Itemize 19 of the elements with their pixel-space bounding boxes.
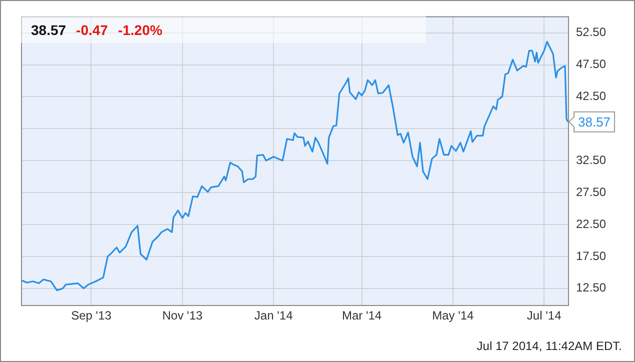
- y-tick-label: 22.50: [576, 216, 606, 231]
- x-tick-label: Sep '13: [71, 308, 112, 323]
- x-tick-label: Jan '14: [254, 308, 294, 323]
- text: Jul 17 2014, 11:42AM EDT.: [476, 339, 622, 353]
- x-tick-label: Jul '14: [526, 308, 562, 323]
- y-tick-label: 12.50: [576, 280, 606, 295]
- y-tick-label: 32.50: [576, 152, 606, 167]
- x-tick-label: Mar '14: [342, 308, 382, 323]
- y-tick-label: 52.50: [576, 25, 606, 40]
- y-tick-label: 47.50: [576, 57, 606, 72]
- annotation: 38.57: [578, 114, 611, 130]
- x-tick-label: May '14: [432, 308, 474, 323]
- header-panel: 38.57 -0.47 -1.20%: [21, 16, 426, 43]
- chart-title: 38.57: [31, 22, 66, 38]
- y-tick-label: 17.50: [576, 248, 606, 263]
- chart-subtitle: -0.47 -1.20%: [76, 22, 162, 38]
- y-tick-label: 42.50: [576, 89, 606, 104]
- y-tick-label: 27.50: [576, 184, 606, 199]
- x-tick-label: Nov '13: [162, 308, 203, 323]
